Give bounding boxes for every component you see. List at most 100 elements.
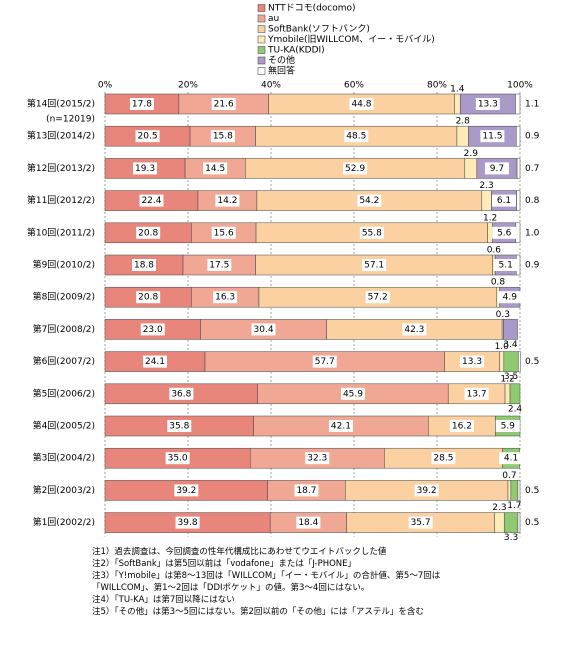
data-label: 5.1 — [499, 261, 513, 271]
data-label: 19.3 — [135, 164, 155, 174]
data-label: 39.8 — [178, 518, 198, 528]
row-label: 第11回(2012/2) — [27, 194, 95, 206]
data-label: 48.5 — [346, 132, 366, 142]
label-box — [431, 452, 456, 465]
row-label: 第1回(2002/2) — [33, 516, 95, 528]
bar-segment — [517, 512, 521, 533]
data-label: 13.3 — [478, 100, 498, 110]
x-tick-label: 40% — [261, 81, 281, 91]
data-label: 3.3 — [504, 533, 518, 543]
data-label: 13.3 — [462, 357, 482, 367]
label-box — [174, 484, 199, 497]
data-label: 2.4 — [508, 404, 523, 414]
label-box — [362, 259, 387, 271]
data-label: 36.8 — [171, 389, 191, 399]
row-label: 第12回(2013/2) — [27, 162, 95, 174]
label-box — [460, 355, 485, 368]
data-label: 0.8 — [525, 196, 540, 206]
data-label: 1.0 — [495, 342, 510, 352]
label-box — [139, 194, 164, 207]
legend-swatch — [257, 35, 266, 44]
label-box — [357, 194, 382, 207]
data-label: 17.8 — [132, 100, 152, 110]
label-box — [349, 98, 374, 110]
label-box — [213, 291, 238, 304]
data-label: 39.2 — [417, 486, 437, 496]
legend-label: Ymobile(旧WILLCOM、イー・モバイル) — [267, 34, 435, 45]
row-label: 第14回(2015/2) — [27, 98, 95, 110]
data-label: 4.9 — [503, 293, 518, 303]
data-label: 0.9 — [525, 132, 540, 142]
data-label: 35.7 — [411, 518, 431, 528]
legend-label: au — [268, 14, 279, 24]
bar-segment — [510, 480, 519, 501]
data-label: 3.4 — [503, 340, 518, 350]
data-label: 0.8 — [491, 278, 506, 288]
legend-label: 無回答 — [268, 65, 295, 77]
data-label: 35.0 — [168, 454, 188, 464]
data-label: 1.2 — [483, 213, 497, 223]
label-box — [175, 516, 200, 529]
data-label: 15.8 — [213, 132, 233, 142]
note: 注5）「その他」は第3～5回にはない。第2回以前の「その他」には「アステル」を含… — [92, 607, 424, 617]
label-box — [449, 420, 474, 432]
row-label: 第10回(2011/2) — [27, 226, 95, 238]
legend-swatch — [257, 56, 266, 65]
data-label: 20.5 — [138, 132, 158, 142]
legend-swatch — [257, 14, 266, 23]
data-label: 55.8 — [362, 228, 382, 238]
data-label: 16.3 — [215, 293, 235, 303]
data-label: 42.1 — [331, 422, 351, 432]
note: 注1）過去調査は、今回調査の性年代構成比にあわせてウエイトバックした値 — [92, 547, 387, 557]
label-box — [359, 226, 384, 239]
label-box — [492, 226, 517, 239]
data-label: 42.3 — [404, 325, 424, 335]
legend-swatch — [257, 4, 266, 12]
row-label: 第6回(2007/2) — [33, 355, 95, 367]
data-label: 52.9 — [345, 164, 365, 174]
label-box — [495, 420, 520, 432]
row-label: 第8回(2009/2) — [33, 291, 95, 303]
label-box — [135, 130, 160, 143]
label-box — [129, 98, 154, 110]
label-box — [136, 291, 161, 304]
data-label: 16.2 — [452, 422, 472, 432]
data-label: 22.4 — [141, 196, 161, 206]
data-label: 23.0 — [143, 325, 163, 335]
bar-segment — [454, 93, 461, 115]
legend-label: SoftBank(ソフトバンク) — [268, 24, 370, 35]
data-label: 15.6 — [214, 228, 234, 238]
label-box — [203, 162, 228, 175]
data-label: 17.5 — [209, 261, 229, 271]
data-label: 57.2 — [368, 293, 388, 303]
label-box — [365, 291, 390, 304]
label-box — [207, 259, 232, 271]
legend-label: TU-KA(KDDI) — [267, 46, 325, 56]
label-box — [143, 355, 168, 368]
note: 注3）「Y!mobile」は第8～13回は「WILLCOM」「イー・モバイル」の… — [92, 571, 441, 593]
data-label: 32.3 — [307, 454, 327, 464]
label-box — [497, 291, 522, 304]
sample-size: (n=12019) — [46, 115, 95, 125]
bar-segment — [503, 351, 519, 372]
x-tick-label: 0% — [98, 81, 113, 91]
data-label: 39.2 — [176, 486, 196, 496]
data-label: 13.7 — [467, 389, 487, 399]
data-label: 30.4 — [254, 325, 274, 335]
bar-segment — [516, 158, 521, 179]
data-label: 6.1 — [497, 196, 511, 206]
data-label: 20.8 — [138, 293, 158, 303]
bar-segment — [504, 383, 511, 405]
label-box — [343, 162, 368, 175]
data-label: 1.0 — [525, 228, 540, 238]
row-label: 第2回(2003/2) — [33, 484, 95, 496]
data-label: 0.5 — [525, 518, 539, 528]
data-label: 5.9 — [501, 422, 516, 432]
data-label: 18.4 — [298, 518, 318, 528]
data-label: 2.3 — [492, 503, 506, 513]
data-label: 18.7 — [296, 486, 316, 496]
x-tick-label: 60% — [344, 81, 364, 91]
data-label: 1.7 — [507, 501, 521, 511]
data-label: 1.1 — [525, 100, 539, 110]
